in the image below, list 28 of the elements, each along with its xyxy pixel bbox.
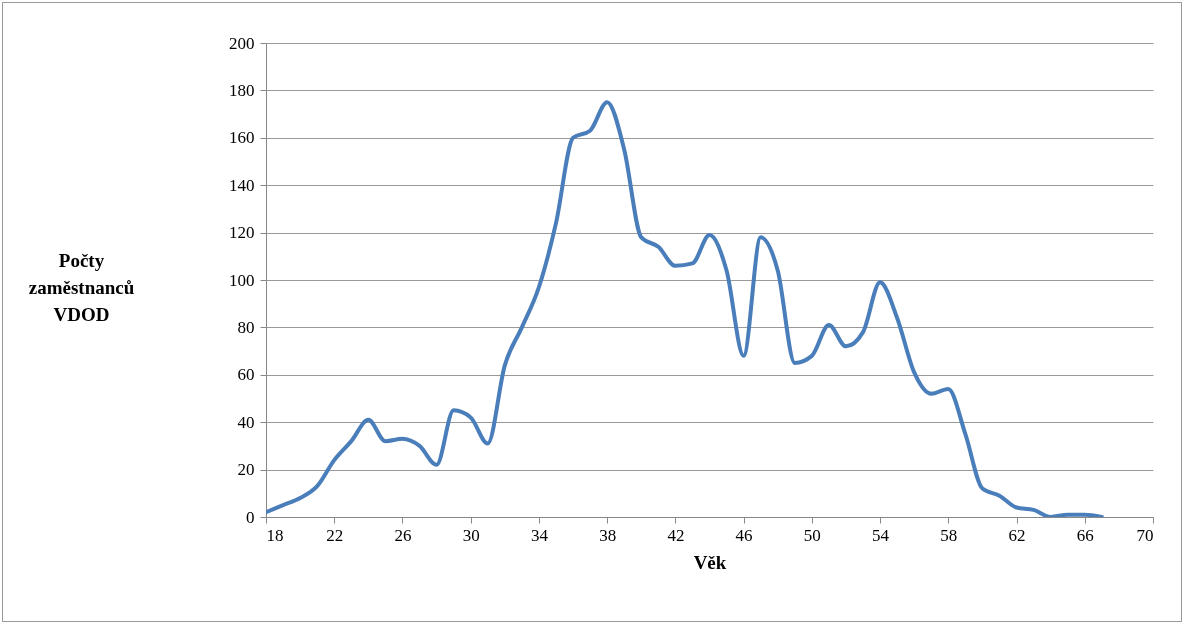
y-tick-label: 80	[237, 317, 255, 337]
y-tick-label: 140	[229, 175, 255, 195]
x-tick-label: 46	[735, 525, 753, 545]
line-series	[266, 100, 1104, 517]
x-tick-label: 38	[599, 525, 617, 545]
x-tick-label: 66	[1076, 525, 1094, 545]
y-tick-label: 120	[229, 223, 255, 243]
x-tick-label: 42	[667, 525, 685, 545]
y-tick-label: 40	[237, 412, 255, 432]
y-tick-label: 180	[229, 80, 255, 100]
y-tick-label: 200	[229, 33, 255, 53]
x-axis-title: Věk	[693, 551, 727, 573]
y-tick-label: 60	[237, 365, 255, 385]
x-tick-label: 54	[872, 525, 890, 545]
y-tick-label: 160	[229, 128, 255, 148]
x-tick-label: 18	[266, 525, 284, 545]
x-tick-label: 22	[326, 525, 344, 545]
x-tick-label: 70	[1136, 525, 1154, 545]
x-tick-label: 62	[1008, 525, 1026, 545]
y-tick-label: 20	[237, 460, 255, 480]
y-axis-title: Počty zaměstnanců VDOD	[28, 249, 135, 325]
y-tick-label: 100	[229, 270, 255, 290]
x-tick-label: 34	[530, 525, 549, 545]
x-tick-label: 58	[940, 525, 958, 545]
x-tick-label: 26	[394, 525, 412, 545]
y-tick-label: 0	[246, 507, 255, 527]
x-tick-label: 50	[803, 525, 821, 545]
x-tick-label: 30	[462, 525, 480, 545]
